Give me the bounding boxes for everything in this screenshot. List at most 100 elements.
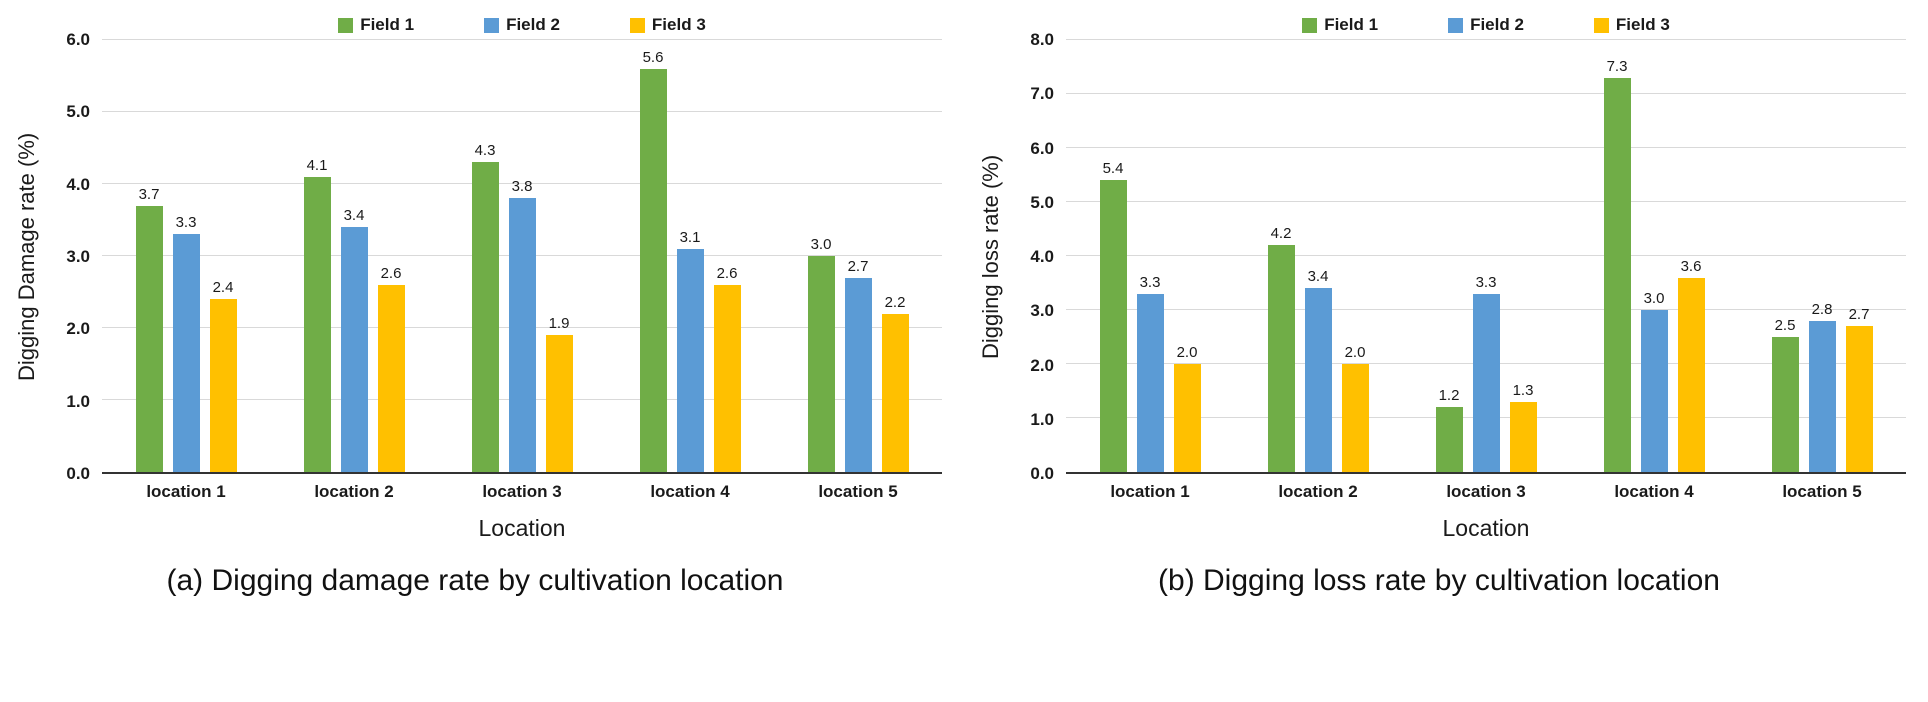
bar-value-label: 2.0 <box>1176 344 1198 361</box>
bar-field-3: 2.0 <box>1341 40 1369 472</box>
gridline <box>1066 93 1906 94</box>
plot-area: 5.4 3.3 2.0 4.2 3.4 2.0 1.2 3.3 1.3 7.3 3.0 3.6 2.5 2… <box>1066 39 1906 474</box>
category-slot: 4.3 3.8 1.9 <box>438 40 606 472</box>
bar-value-label: 3.3 <box>175 214 197 232</box>
bar <box>1341 364 1369 472</box>
bar-group: 5.4 3.3 2.0 <box>1099 40 1201 472</box>
bar <box>807 256 835 472</box>
bar <box>1845 326 1873 472</box>
legend-item: Field 3 <box>629 15 706 35</box>
bar-value-label: 3.8 <box>511 178 533 196</box>
legend-label: Field 3 <box>1615 15 1670 34</box>
y-tick-label: 1.0 <box>1030 409 1054 429</box>
legend-label: Field 3 <box>651 15 706 34</box>
legend-swatch-icon <box>629 17 645 33</box>
y-tick-label: 4.0 <box>1030 247 1054 266</box>
y-axis: 0.0 1.0 2.0 3.0 4.0 5.0 6.0 <box>46 30 102 483</box>
bar-group: 7.3 3.0 3.6 <box>1603 40 1705 472</box>
bar-field-3: 2.4 <box>209 40 237 472</box>
legend-label: Field 1 <box>360 15 415 34</box>
legend-item: Field 2 <box>484 15 560 35</box>
bar-field-1: 7.3 <box>1603 40 1631 472</box>
y-axis-title: Digging Damage rate (%) <box>14 132 39 382</box>
bar <box>135 205 163 472</box>
bar-group: 3.0 2.7 2.2 <box>807 40 909 472</box>
bar-value-label: 2.7 <box>1848 306 1870 324</box>
y-tick-label: 0.0 <box>1030 464 1054 483</box>
legend-swatch-icon <box>1302 17 1318 33</box>
bar-field-1: 2.5 <box>1771 40 1799 472</box>
x-tick-label: location 2 <box>1278 482 1358 501</box>
bar-group: 4.2 3.4 2.0 <box>1267 40 1369 472</box>
legend-swatch-icon <box>484 17 500 33</box>
gridline <box>102 183 942 185</box>
x-tick-label: location 5 <box>818 482 898 501</box>
bar-value-label: 7.3 <box>1606 57 1628 75</box>
chart-a-body: Field 1 Field 2 Field 3 Digging Damage rat… <box>8 10 942 546</box>
bar-value-label: 2.6 <box>380 264 402 282</box>
bar-value-label: 4.3 <box>474 142 496 160</box>
x-tick-label: location 2 <box>314 482 394 501</box>
y-tick-label: 7.0 <box>1030 84 1054 104</box>
bar <box>1173 364 1201 472</box>
x-axis: location 1 location 2 location 3 location 4… <box>102 474 942 510</box>
chart-b-digging-loss-rate: Field 1 Field 2 Field 3 Digging loss rate … <box>964 0 1928 702</box>
bar-field-2: 3.3 <box>1472 40 1500 472</box>
bar <box>508 198 536 472</box>
y-tick-label: 3.0 <box>66 247 90 266</box>
bar <box>844 277 872 472</box>
legend-swatch-icon <box>1448 17 1464 33</box>
bar <box>1136 293 1164 472</box>
category-slot: 2.5 2.8 2.7 <box>1738 40 1906 472</box>
bar <box>1509 401 1537 472</box>
chart-a-digging-damage-rate: Field 1 Field 2 Field 3 Digging Damage rat… <box>8 10 942 597</box>
bar-field-2: 3.8 <box>508 40 536 472</box>
bar-field-2: 3.0 <box>1640 40 1668 472</box>
x-tick-label: location 1 <box>1110 482 1190 501</box>
x-tick-label: location 5 <box>1782 482 1862 501</box>
gridline <box>1066 201 1906 202</box>
y-tick-label: 0.0 <box>66 464 90 483</box>
legend-item: Field 2 <box>1448 15 1524 35</box>
legend-label: Field 1 <box>1324 15 1379 34</box>
legend-swatch-icon <box>1593 17 1609 33</box>
gridline <box>1066 255 1906 256</box>
y-tick-label: 6.0 <box>66 30 90 49</box>
chart-caption: (b) Digging loss rate by cultivation loc… <box>1158 564 1720 597</box>
bar-field-1: 5.6 <box>639 40 667 472</box>
bar <box>713 284 741 472</box>
y-tick-label: 3.0 <box>1030 301 1054 321</box>
bar <box>1603 77 1631 472</box>
bar-field-3: 2.6 <box>377 40 405 472</box>
gridline <box>102 111 942 112</box>
bar-field-2: 3.4 <box>1304 40 1332 472</box>
plot-area: 3.7 3.3 2.4 4.1 3.4 2.6 4.3 3.8 1.9 5.6 3.1 2.6 3.0 2… <box>102 39 942 474</box>
bar-field-2: 3.3 <box>172 40 200 472</box>
category-slot: 1.2 3.3 1.3 <box>1402 40 1570 472</box>
category-slot: 5.6 3.1 2.6 <box>606 40 774 472</box>
bar-value-label: 3.4 <box>1307 268 1329 286</box>
bar <box>172 234 200 472</box>
bar-field-3: 2.7 <box>1845 40 1873 472</box>
bar <box>545 335 573 472</box>
gridline <box>1066 147 1906 148</box>
y-tick-label: 5.0 <box>1030 192 1054 212</box>
category-slot: 7.3 3.0 3.6 <box>1570 40 1738 472</box>
category-slot: 4.2 3.4 2.0 <box>1234 40 1402 472</box>
category-slot: 3.7 3.3 2.4 <box>102 40 270 472</box>
bar <box>1640 310 1668 472</box>
bar-value-label: 1.3 <box>1512 381 1534 399</box>
bar-field-3: 1.3 <box>1509 40 1537 472</box>
y-tick-label: 4.0 <box>66 174 90 194</box>
y-tick-label: 2.0 <box>1030 355 1054 375</box>
bar <box>1267 245 1295 472</box>
bar-value-label: 4.2 <box>1270 225 1292 243</box>
bar-field-1: 4.1 <box>303 40 331 472</box>
y-axis: 0.0 1.0 2.0 3.0 4.0 5.0 6.0 7.0 8.0 <box>1010 30 1066 483</box>
bar <box>377 284 405 472</box>
bar <box>1808 320 1836 472</box>
bar-group: 4.1 3.4 2.6 <box>303 40 405 472</box>
y-tick-label: 2.0 <box>66 319 90 339</box>
bar-value-label: 3.4 <box>343 207 365 225</box>
